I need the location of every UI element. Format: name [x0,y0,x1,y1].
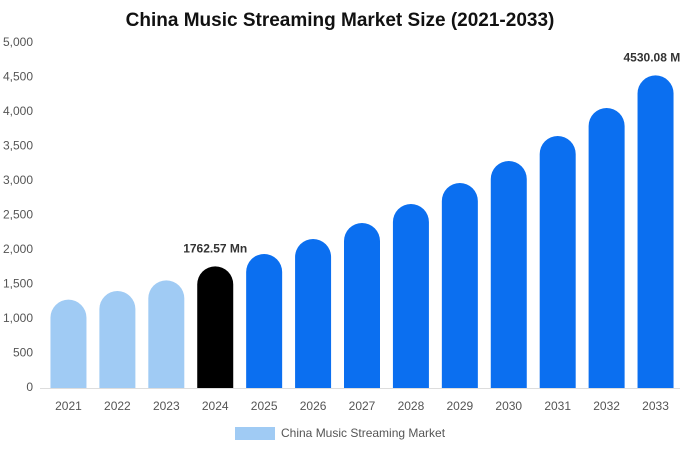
legend-label: China Music Streaming Market [281,426,446,440]
x-tick-label: 2025 [251,399,278,413]
bar [539,136,576,388]
bar [441,183,478,388]
x-tick-label: 2027 [349,399,376,413]
bar [295,239,332,388]
x-tick-label: 2032 [593,399,620,413]
bar [490,160,527,388]
y-tick-label: 2,000 [3,242,33,256]
y-tick-label: 4,000 [3,104,33,118]
bar [246,254,283,388]
y-tick-label: 500 [13,346,33,360]
x-tick-label: 2031 [544,399,571,413]
y-tick-label: 0 [26,380,33,394]
bar [344,223,380,388]
x-tick-label: 2024 [202,399,229,413]
legend-swatch [235,427,275,440]
x-tick-label: 2033 [642,399,669,413]
x-tick-label: 2026 [300,399,327,413]
y-tick-label: 3,500 [3,139,33,153]
y-tick-label: 1,000 [3,311,33,325]
x-tick-label: 2029 [446,399,473,413]
y-tick-label: 5,000 [3,35,33,49]
y-tick-label: 3,000 [3,173,33,187]
x-tick-label: 2030 [495,399,522,413]
x-tick-label: 2028 [398,399,425,413]
y-tick-label: 2,500 [3,208,33,222]
bar [50,299,87,388]
x-tick-label: 2022 [104,399,131,413]
y-tick-label: 4,500 [3,70,33,84]
x-tick-label: 2023 [153,399,180,413]
value-label: 1762.57 Mn [183,242,247,256]
bar [148,280,185,388]
value-label: 4530.08 Mn [624,51,680,65]
bar [637,75,674,388]
y-tick-label: 1,500 [3,277,33,291]
bar [197,266,234,388]
x-tick-label: 2021 [55,399,82,413]
bar [99,291,136,388]
chart-title: China Music Streaming Market Size (2021-… [126,10,555,31]
bar [392,203,429,388]
bar [588,107,625,389]
